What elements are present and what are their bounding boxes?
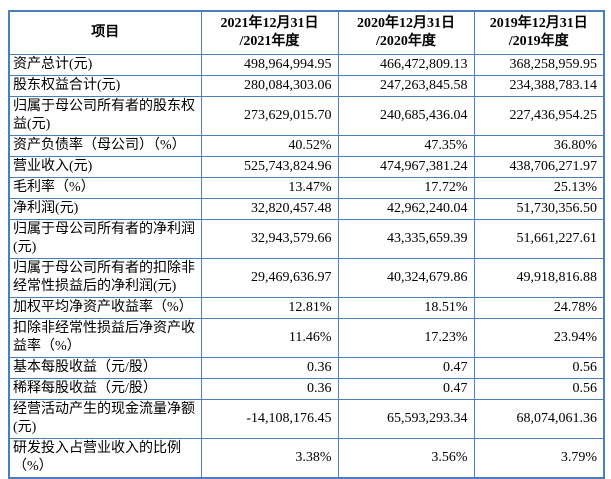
- value-2019: 24.78%: [473, 297, 605, 319]
- value-2019: 25.13%: [473, 177, 605, 199]
- value-2019: 68,074,061.36: [473, 399, 605, 439]
- value-2021: -14,108,176.45: [200, 399, 339, 439]
- value-2021: 32,943,579.66: [200, 219, 339, 259]
- table-row: 稀释每股收益（元/股） 0.36 0.47 0.56: [8, 378, 605, 400]
- value-2019: 234,388,783.14: [473, 75, 605, 97]
- table-row: 扣除非经常性损益后净资产收益率（%） 11.46% 17.23% 23.94%: [8, 318, 605, 358]
- column-header-item: 项目: [8, 10, 202, 55]
- table-row: 净利润(元) 32,820,457.48 42,962,240.04 51,73…: [8, 198, 605, 220]
- value-2021: 13.47%: [200, 177, 339, 199]
- table-row: 归属于母公司所有者的净利润(元) 32,943,579.66 43,335,65…: [8, 219, 605, 259]
- table-row: 加权平均净资产收益率（%） 12.81% 18.51% 24.78%: [8, 297, 605, 319]
- value-2019: 227,436,954.25: [473, 96, 605, 136]
- value-2020: 0.47: [337, 378, 475, 400]
- value-2020: 65,593,293.34: [337, 399, 475, 439]
- value-2020: 47.35%: [337, 135, 475, 157]
- value-2021: 40.52%: [200, 135, 339, 157]
- value-2019: 438,706,271.97: [473, 156, 605, 178]
- table-header: 项目 2021年12月31日 /2021年度 2020年12月31日 /2020…: [8, 10, 605, 55]
- value-2021: 525,743,824.96: [200, 156, 339, 178]
- value-2020: 3.56%: [337, 438, 475, 479]
- value-2021: 0.36: [200, 357, 339, 379]
- value-2021: 498,964,994.95: [200, 54, 339, 76]
- value-2019: 0.56: [473, 378, 605, 400]
- column-header-2021: 2021年12月31日 /2021年度: [200, 10, 339, 55]
- column-header-2020: 2020年12月31日 /2020年度: [337, 10, 475, 55]
- value-2020: 40,324,679.86: [337, 258, 475, 298]
- table-row: 毛利率（%） 13.47% 17.72% 25.13%: [8, 177, 605, 199]
- row-label: 归属于母公司所有者的净利润(元): [8, 219, 202, 259]
- value-2020: 247,263,845.58: [337, 75, 475, 97]
- value-2020: 474,967,381.24: [337, 156, 475, 178]
- row-label: 研发投入占营业收入的比例（%）: [8, 438, 202, 479]
- value-2019: 368,258,959.95: [473, 54, 605, 76]
- row-label: 经营活动产生的现金流量净额(元): [8, 399, 202, 439]
- value-2021: 0.36: [200, 378, 339, 400]
- financial-summary-table: 项目 2021年12月31日 /2021年度 2020年12月31日 /2020…: [8, 10, 605, 479]
- value-2019: 51,730,356.50: [473, 198, 605, 220]
- row-label: 股东权益合计(元): [8, 75, 202, 97]
- value-2019: 49,918,816.88: [473, 258, 605, 298]
- row-label: 净利润(元): [8, 198, 202, 220]
- table-body: 资产总计(元) 498,964,994.95 466,472,809.13 36…: [8, 54, 605, 479]
- header-row: 项目 2021年12月31日 /2021年度 2020年12月31日 /2020…: [8, 10, 605, 55]
- value-2019: 51,661,227.61: [473, 219, 605, 259]
- row-label: 毛利率（%）: [8, 177, 202, 199]
- value-2020: 43,335,659.39: [337, 219, 475, 259]
- table-row: 研发投入占营业收入的比例（%） 3.38% 3.56% 3.79%: [8, 438, 605, 479]
- table-row: 基本每股收益（元/股） 0.36 0.47 0.56: [8, 357, 605, 379]
- value-2021: 273,629,015.70: [200, 96, 339, 136]
- table-row: 资产负债率（母公司）（%） 40.52% 47.35% 36.80%: [8, 135, 605, 157]
- row-label: 资产负债率（母公司）（%）: [8, 135, 202, 157]
- value-2021: 280,084,303.06: [200, 75, 339, 97]
- value-2021: 3.38%: [200, 438, 339, 479]
- value-2019: 0.56: [473, 357, 605, 379]
- table-row: 归属于母公司所有者的股东权益(元) 273,629,015.70 240,685…: [8, 96, 605, 136]
- value-2020: 17.23%: [337, 318, 475, 358]
- row-label: 扣除非经常性损益后净资产收益率（%）: [8, 318, 202, 358]
- table-row: 资产总计(元) 498,964,994.95 466,472,809.13 36…: [8, 54, 605, 76]
- value-2021: 12.81%: [200, 297, 339, 319]
- row-label: 资产总计(元): [8, 54, 202, 76]
- value-2020: 17.72%: [337, 177, 475, 199]
- value-2019: 23.94%: [473, 318, 605, 358]
- table-row: 营业收入(元) 525,743,824.96 474,967,381.24 43…: [8, 156, 605, 178]
- value-2021: 32,820,457.48: [200, 198, 339, 220]
- row-label: 基本每股收益（元/股）: [8, 357, 202, 379]
- row-label: 营业收入(元): [8, 156, 202, 178]
- value-2020: 466,472,809.13: [337, 54, 475, 76]
- row-label: 加权平均净资产收益率（%）: [8, 297, 202, 319]
- value-2020: 0.47: [337, 357, 475, 379]
- table-row: 股东权益合计(元) 280,084,303.06 247,263,845.58 …: [8, 75, 605, 97]
- table-row: 归属于母公司所有者的扣除非经常性损益后的净利润(元) 29,469,636.97…: [8, 258, 605, 298]
- value-2021: 29,469,636.97: [200, 258, 339, 298]
- row-label: 归属于母公司所有者的扣除非经常性损益后的净利润(元): [8, 258, 202, 298]
- value-2021: 11.46%: [200, 318, 339, 358]
- row-label: 归属于母公司所有者的股东权益(元): [8, 96, 202, 136]
- column-header-2019: 2019年12月31日 /2019年度: [473, 10, 605, 55]
- value-2019: 3.79%: [473, 438, 605, 479]
- value-2019: 36.80%: [473, 135, 605, 157]
- value-2020: 18.51%: [337, 297, 475, 319]
- value-2020: 42,962,240.04: [337, 198, 475, 220]
- row-label: 稀释每股收益（元/股）: [8, 378, 202, 400]
- table-row: 经营活动产生的现金流量净额(元) -14,108,176.45 65,593,2…: [8, 399, 605, 439]
- value-2020: 240,685,436.04: [337, 96, 475, 136]
